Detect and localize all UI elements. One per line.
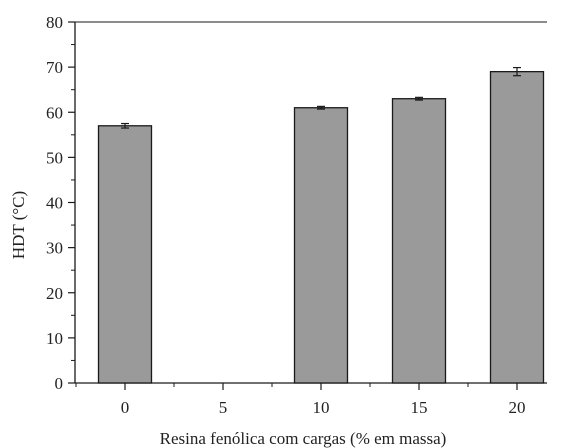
x-axis-ticks: 0 5 10 15 20 (75, 383, 526, 417)
x-tick-label: 5 (219, 398, 228, 417)
error-bars (121, 66, 521, 129)
x-tick-label: 20 (509, 398, 526, 417)
x-tick-label: 0 (121, 398, 130, 417)
y-tick-label: 20 (46, 284, 63, 303)
y-tick-label: 50 (46, 148, 63, 167)
y-tick-label: 70 (46, 58, 63, 77)
y-axis-label: HDT (°C) (9, 191, 28, 259)
y-axis-ticks: 0 10 20 30 40 50 60 70 80 (46, 13, 75, 393)
y-tick-label: 80 (46, 13, 63, 32)
error-bar-0 (121, 122, 129, 129)
bar-series (97, 70, 545, 384)
x-tick-label: 15 (411, 398, 428, 417)
bar-20 (489, 70, 545, 384)
y-tick-label: 40 (46, 194, 63, 213)
y-tick-label: 10 (46, 329, 63, 348)
error-bar-10 (317, 105, 325, 110)
x-tick-label: 10 (313, 398, 330, 417)
error-bar-20 (513, 66, 521, 77)
y-tick-label: 30 (46, 239, 63, 258)
y-tick-label: 0 (55, 374, 64, 393)
bar-0 (97, 125, 153, 384)
bar-15 (391, 98, 447, 384)
error-bar-15 (415, 96, 423, 101)
y-tick-label: 60 (46, 103, 63, 122)
bar-10 (293, 107, 349, 384)
x-axis-label: Resina fenólica com cargas (% em massa) (160, 429, 447, 448)
